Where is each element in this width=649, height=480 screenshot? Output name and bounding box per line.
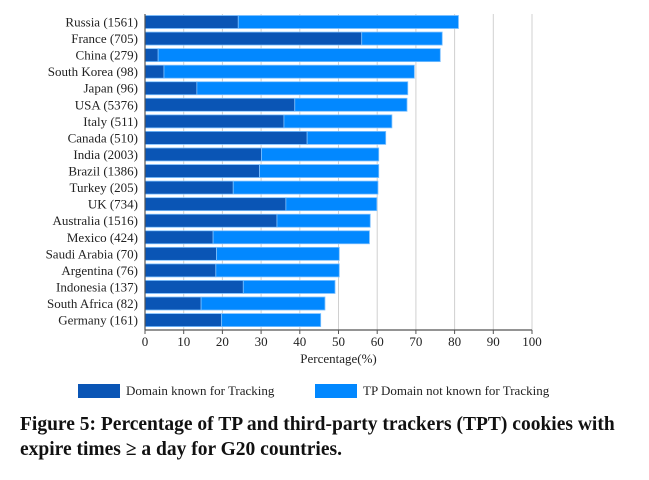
- bar-known: [144, 147, 262, 162]
- category-label: Brazil (1386): [68, 164, 138, 179]
- bar-known: [144, 81, 198, 96]
- category-label: Indonesia (137): [56, 279, 138, 294]
- bar-known: [144, 114, 285, 129]
- bar-known: [144, 180, 234, 195]
- category-label: France (705): [71, 31, 138, 46]
- bar-known: [144, 296, 202, 311]
- legend-swatch-not-known: [315, 384, 357, 398]
- bar-not-known: [216, 246, 340, 261]
- category-label: South Africa (82): [47, 296, 138, 311]
- category-label: Canada (510): [68, 130, 138, 145]
- bar-not-known: [196, 81, 409, 96]
- bar-not-known: [259, 164, 380, 178]
- bar-not-known: [157, 48, 441, 63]
- figure-caption: Figure 5: Percentage of TP and third-par…: [20, 414, 615, 460]
- bar-not-known: [285, 197, 378, 212]
- bar-not-known: [221, 313, 322, 327]
- category-label: China (279): [76, 48, 138, 63]
- bar-known: [144, 15, 239, 29]
- x-tick-label: 70: [409, 334, 422, 349]
- bar-not-known: [163, 64, 415, 79]
- x-tick-label: 60: [371, 334, 384, 349]
- x-tick-label: 30: [255, 334, 268, 349]
- x-axis-label: Percentage(%): [300, 351, 377, 366]
- category-label: Germany (161): [58, 313, 138, 328]
- x-tick-label: 10: [177, 334, 190, 349]
- category-label: Russia (1561): [65, 15, 138, 30]
- x-tick-label: 0: [142, 334, 149, 349]
- legend-item-known: Domain known for Tracking: [78, 383, 274, 399]
- x-tick-label: 50: [332, 334, 345, 349]
- bar-known: [144, 263, 217, 278]
- category-label: Mexico (424): [67, 230, 138, 245]
- category-label: South Korea (98): [48, 64, 138, 79]
- bar-known: [144, 48, 159, 63]
- stacked-bar-chart: 0 10 20 30 40 50 60 70 80 90 100 Russia (1561)Franc…: [46, 14, 542, 366]
- x-tick-label: 90: [487, 334, 500, 349]
- bar-not-known: [261, 147, 380, 162]
- x-tick-label: 40: [293, 334, 306, 349]
- bar-not-known: [294, 97, 408, 112]
- category-label: USA (5376): [75, 97, 138, 112]
- bar-not-known: [215, 263, 340, 278]
- bar-known: [144, 313, 223, 327]
- bar-known: [144, 31, 363, 46]
- bar-known: [144, 280, 244, 294]
- x-tick-label: 80: [448, 334, 461, 349]
- bar-known: [144, 164, 260, 178]
- legend-item-not-known: TP Domain not known for Tracking: [315, 383, 549, 399]
- bar-not-known: [200, 296, 326, 311]
- category-label: Argentina (76): [61, 263, 138, 278]
- x-tick-label: 20: [216, 334, 229, 349]
- bar-not-known: [232, 180, 379, 195]
- bar-not-known: [212, 230, 370, 245]
- bar-known: [144, 97, 296, 112]
- bar-known: [144, 213, 278, 228]
- x-tick-label: 100: [522, 334, 542, 349]
- bar-not-known: [283, 114, 393, 129]
- legend-swatch-known: [78, 384, 120, 398]
- bar-known: [144, 246, 217, 261]
- bar-not-known: [237, 15, 459, 29]
- bar-not-known: [306, 131, 387, 145]
- category-label: Australia (1516): [52, 213, 138, 228]
- category-label: Turkey (205): [70, 180, 139, 195]
- category-label: Italy (511): [83, 114, 138, 129]
- bar-not-known: [276, 213, 371, 228]
- bar-known: [144, 197, 287, 212]
- category-label: Japan (96): [83, 81, 138, 96]
- bar-not-known: [361, 31, 443, 46]
- legend-label-not-known: TP Domain not known for Tracking: [363, 383, 550, 398]
- category-label: Saudi Arabia (70): [46, 246, 138, 261]
- bar-known: [144, 131, 308, 145]
- bar-known: [144, 230, 214, 245]
- bar-known: [144, 64, 165, 79]
- legend-label-known: Domain known for Tracking: [126, 383, 275, 398]
- category-label: India (2003): [73, 147, 138, 162]
- category-label: UK (734): [88, 197, 138, 212]
- bar-not-known: [242, 280, 336, 294]
